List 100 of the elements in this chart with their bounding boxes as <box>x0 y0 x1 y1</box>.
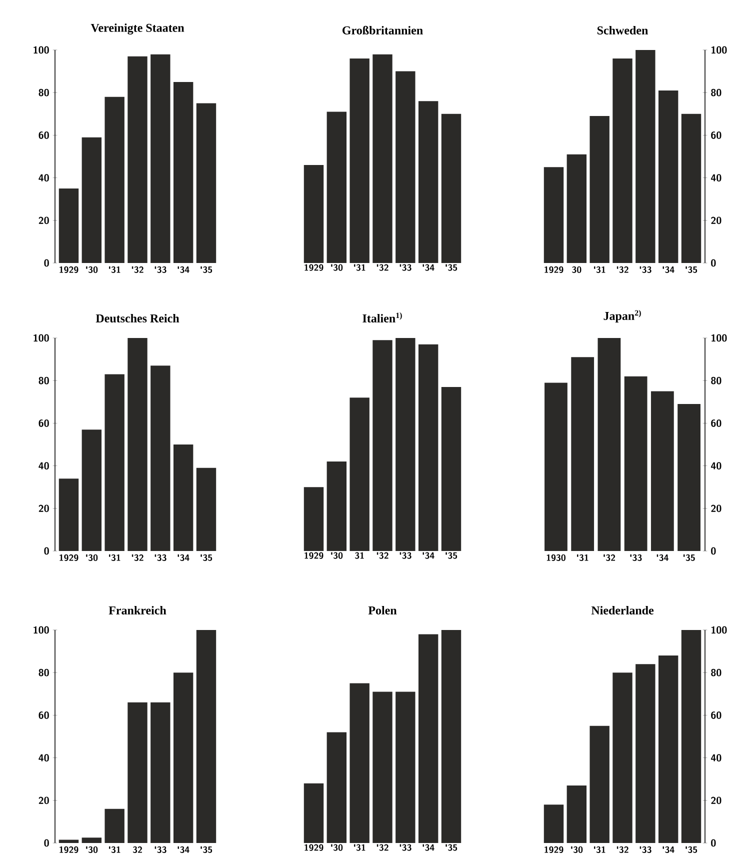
y-tick-label: 80 <box>38 88 49 96</box>
x-tick-label: 1930 <box>546 554 566 561</box>
bar <box>441 114 462 263</box>
y-tick-label: 60 <box>711 131 722 139</box>
y-tick-label: 80 <box>711 376 722 384</box>
x-tick-label: '35 <box>446 264 458 271</box>
x-tick-label: '31 <box>594 846 606 853</box>
x-tick-label: '34 <box>656 554 668 561</box>
x-tick-label: 1929 <box>544 846 564 853</box>
x-tick-label: '33 <box>154 554 166 561</box>
bar <box>658 90 678 263</box>
y-tick-label: 100 <box>34 334 49 342</box>
x-tick-label: '34 <box>178 266 190 273</box>
bar <box>624 376 648 551</box>
bar <box>372 340 392 551</box>
y-tick-label: 40 <box>710 174 722 182</box>
bar <box>128 702 148 843</box>
bar <box>441 386 462 551</box>
x-tick-label: '33 <box>154 846 166 853</box>
y-tick-label: 100 <box>711 334 727 342</box>
chart-title: Frankreich <box>108 606 166 614</box>
y-tick-label: 20 <box>38 796 49 804</box>
bar <box>173 672 194 843</box>
y-tick-label: 0 <box>711 259 716 267</box>
bar <box>636 50 656 263</box>
x-tick-label: '32 <box>616 846 628 853</box>
y-tick-label: 40 <box>38 462 49 470</box>
y-tick-label: 20 <box>711 504 722 512</box>
y-tick-label: 60 <box>38 712 49 719</box>
bar <box>612 58 632 263</box>
x-tick-label: '30 <box>331 264 343 271</box>
bar <box>128 338 148 551</box>
bar <box>590 116 610 263</box>
bar <box>82 430 102 551</box>
y-tick-label: 100 <box>711 46 727 54</box>
x-tick-label: '32 <box>132 266 144 273</box>
y-tick-label: 40 <box>710 462 722 470</box>
y-tick-label: 100 <box>711 626 727 634</box>
chart-title: Polen <box>368 606 397 614</box>
bar <box>82 137 102 263</box>
bar <box>58 188 79 263</box>
bar <box>350 58 370 263</box>
x-tick-label: '33 <box>640 266 652 273</box>
bar <box>590 726 610 843</box>
bar <box>304 165 324 263</box>
y-tick-label: 40 <box>710 754 722 762</box>
x-tick-label: '33 <box>630 554 642 561</box>
bar <box>418 101 438 263</box>
x-tick-label: '32 <box>604 554 616 561</box>
bar <box>128 56 148 263</box>
bar <box>196 468 216 551</box>
chart-title: Japan$^{2)}$ <box>604 310 641 322</box>
y-tick-label: 0 <box>44 839 49 847</box>
x-tick-label: '31 <box>594 266 606 273</box>
x-tick-label: '30 <box>86 266 98 273</box>
bar <box>650 391 674 551</box>
bar <box>58 840 79 843</box>
x-tick-label: '30 <box>86 846 98 853</box>
y-tick-label: 0 <box>711 547 716 555</box>
x-tick-label: '31 <box>354 844 366 851</box>
x-tick-label: '31 <box>577 554 588 561</box>
bar <box>150 54 170 263</box>
bar <box>612 672 632 843</box>
x-tick-label: '30 <box>331 552 343 559</box>
x-tick-label: '33 <box>640 846 652 853</box>
x-tick-label: 1929 <box>304 844 324 851</box>
bar <box>150 702 170 843</box>
y-tick-label: 20 <box>38 216 49 224</box>
y-tick-label: 40 <box>38 754 49 762</box>
bar <box>418 634 438 843</box>
chart-title: Vereinigte Staaten <box>90 23 184 34</box>
bar <box>566 785 587 843</box>
x-tick-label: '33 <box>400 264 412 271</box>
y-tick-label: 0 <box>44 547 49 555</box>
y-tick-label: 60 <box>38 131 49 139</box>
y-tick-label: 80 <box>38 376 49 384</box>
x-tick-label: '31 <box>109 266 120 273</box>
x-tick-label: 30 <box>572 266 582 273</box>
x-tick-label: 1929 <box>304 552 324 559</box>
y-tick-label: 60 <box>711 419 722 427</box>
bar <box>326 732 347 843</box>
x-tick-label: '35 <box>200 266 212 273</box>
x-tick-label: '34 <box>178 554 190 561</box>
x-tick-label: '34 <box>662 266 674 273</box>
x-tick-label: 1929 <box>60 846 78 853</box>
bar <box>82 838 102 843</box>
bar <box>544 382 568 551</box>
x-tick-label: '30 <box>571 846 583 853</box>
bar <box>441 630 462 843</box>
x-tick-label: '34 <box>178 846 190 853</box>
x-tick-label: '30 <box>331 844 343 851</box>
bar <box>326 462 347 551</box>
y-tick-label: 100 <box>34 626 49 634</box>
chart-title: Deutsches Reich <box>96 314 180 322</box>
bar <box>396 71 416 263</box>
bar <box>396 692 416 843</box>
x-tick-label: '34 <box>422 552 434 559</box>
y-tick-label: 80 <box>711 88 722 96</box>
bar <box>636 664 656 843</box>
y-tick-label: 0 <box>711 839 716 847</box>
